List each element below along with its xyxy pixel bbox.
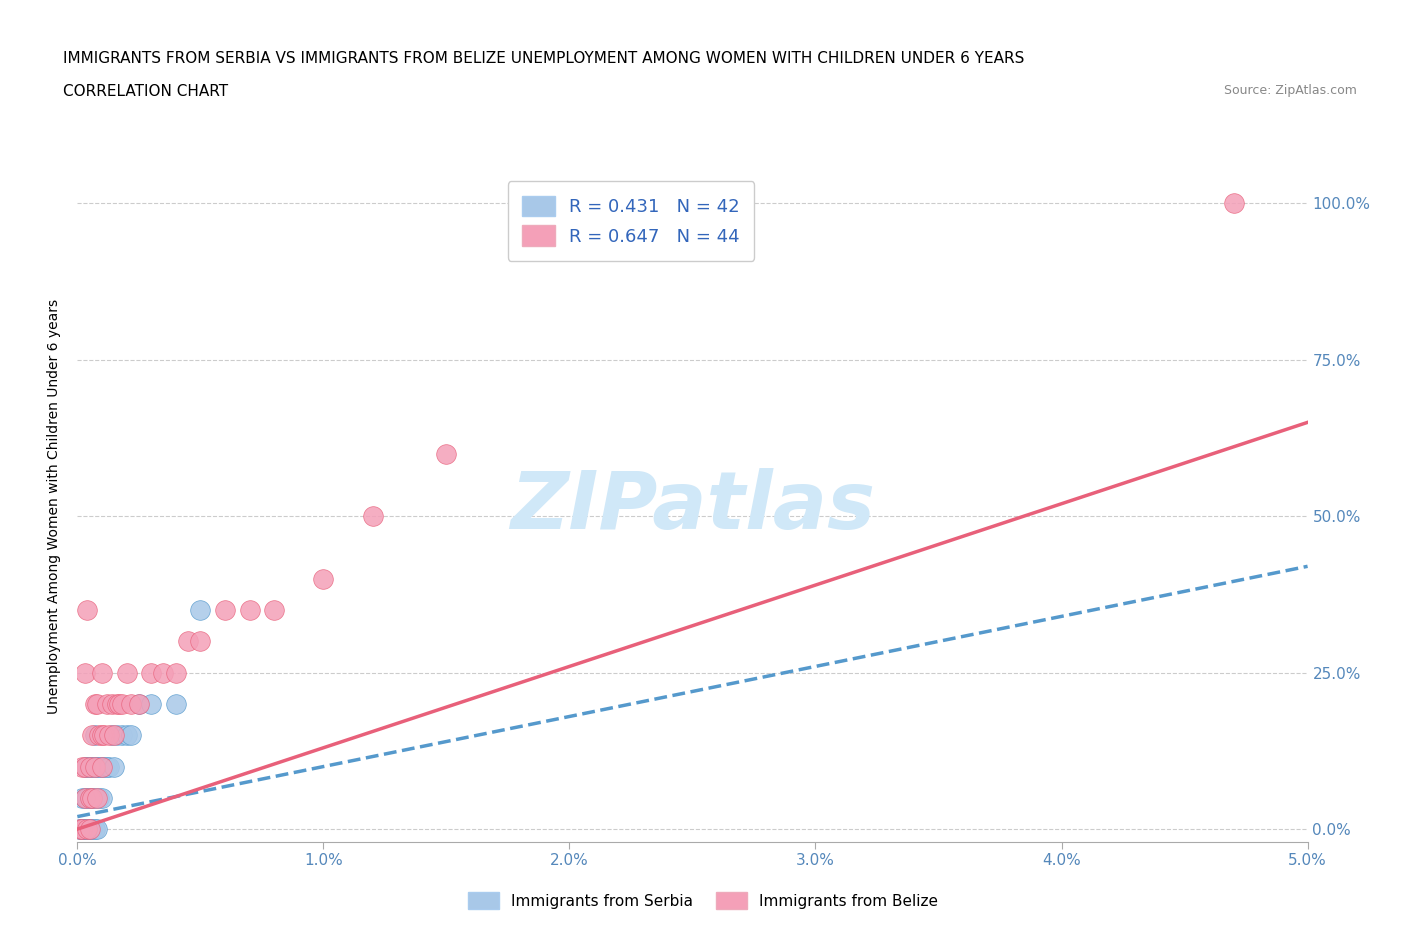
Point <box>76 790 98 805</box>
Point <box>96 697 118 711</box>
Point <box>141 697 163 711</box>
Text: IMMIGRANTS FROM SERBIA VS IMMIGRANTS FROM BELIZE UNEMPLOYMENT AMONG WOMEN WITH C: IMMIGRANTS FROM SERBIA VS IMMIGRANTS FRO… <box>63 51 1025 66</box>
Point <box>1223 196 1246 211</box>
Point <box>115 728 138 743</box>
Y-axis label: Unemployment Among Women with Children Under 6 years: Unemployment Among Women with Children U… <box>48 299 62 714</box>
Point <box>93 728 115 743</box>
Point <box>73 822 96 837</box>
Text: Source: ZipAtlas.com: Source: ZipAtlas.com <box>1223 84 1357 97</box>
Point <box>90 759 114 774</box>
Text: CORRELATION CHART: CORRELATION CHART <box>63 84 228 99</box>
Point <box>214 603 236 618</box>
Point <box>86 697 108 711</box>
Point <box>79 822 101 837</box>
Point <box>177 634 200 649</box>
Point <box>103 759 125 774</box>
Point <box>70 822 93 837</box>
Point <box>96 759 118 774</box>
Point <box>152 665 174 680</box>
Point <box>83 697 105 711</box>
Point <box>69 822 91 837</box>
Point <box>76 603 98 618</box>
Point <box>73 790 96 805</box>
Point <box>165 665 187 680</box>
Point <box>79 759 101 774</box>
Point <box>98 759 121 774</box>
Point <box>69 822 91 837</box>
Point <box>436 446 458 461</box>
Point <box>98 728 121 743</box>
Point <box>83 822 105 837</box>
Point <box>115 665 138 680</box>
Point <box>90 759 114 774</box>
Point <box>89 728 111 743</box>
Point <box>165 697 187 711</box>
Point <box>188 603 212 618</box>
Point <box>79 822 101 837</box>
Point <box>82 759 104 774</box>
Point <box>83 790 105 805</box>
Point <box>128 697 150 711</box>
Point <box>128 697 150 711</box>
Point <box>83 728 105 743</box>
Point <box>263 603 285 618</box>
Point <box>103 728 125 743</box>
Point <box>70 759 93 774</box>
Point <box>70 822 93 837</box>
Legend: Immigrants from Serbia, Immigrants from Belize: Immigrants from Serbia, Immigrants from … <box>463 886 943 915</box>
Point <box>90 790 114 805</box>
Point <box>79 790 101 805</box>
Point <box>73 759 96 774</box>
Point <box>188 634 212 649</box>
Point <box>83 759 105 774</box>
Point <box>76 822 98 837</box>
Point <box>86 822 108 837</box>
Point <box>82 822 104 837</box>
Point <box>76 822 98 837</box>
Point <box>105 728 128 743</box>
Point <box>79 790 101 805</box>
Point <box>121 728 143 743</box>
Point <box>76 759 98 774</box>
Point <box>73 759 96 774</box>
Point <box>70 822 93 837</box>
Point <box>90 665 114 680</box>
Point <box>82 728 104 743</box>
Point <box>90 728 114 743</box>
Point <box>82 790 104 805</box>
Point <box>82 790 104 805</box>
Point <box>121 697 143 711</box>
Point <box>79 759 101 774</box>
Point <box>141 665 163 680</box>
Point <box>312 571 335 586</box>
Point <box>361 509 384 524</box>
Point <box>70 790 93 805</box>
Point <box>73 790 96 805</box>
Point <box>239 603 262 618</box>
Point <box>89 759 111 774</box>
Point <box>101 728 124 743</box>
Point <box>101 697 124 711</box>
Point <box>108 697 131 711</box>
Text: ZIPatlas: ZIPatlas <box>510 468 875 546</box>
Point <box>86 790 108 805</box>
Point <box>111 697 132 711</box>
Legend: R = 0.431   N = 42, R = 0.647   N = 44: R = 0.431 N = 42, R = 0.647 N = 44 <box>508 181 754 260</box>
Point <box>79 822 101 837</box>
Point <box>93 759 115 774</box>
Point <box>105 697 128 711</box>
Point <box>86 759 108 774</box>
Point <box>89 790 111 805</box>
Point <box>83 759 105 774</box>
Point <box>111 728 132 743</box>
Point <box>69 822 91 837</box>
Point <box>73 822 96 837</box>
Point <box>73 665 96 680</box>
